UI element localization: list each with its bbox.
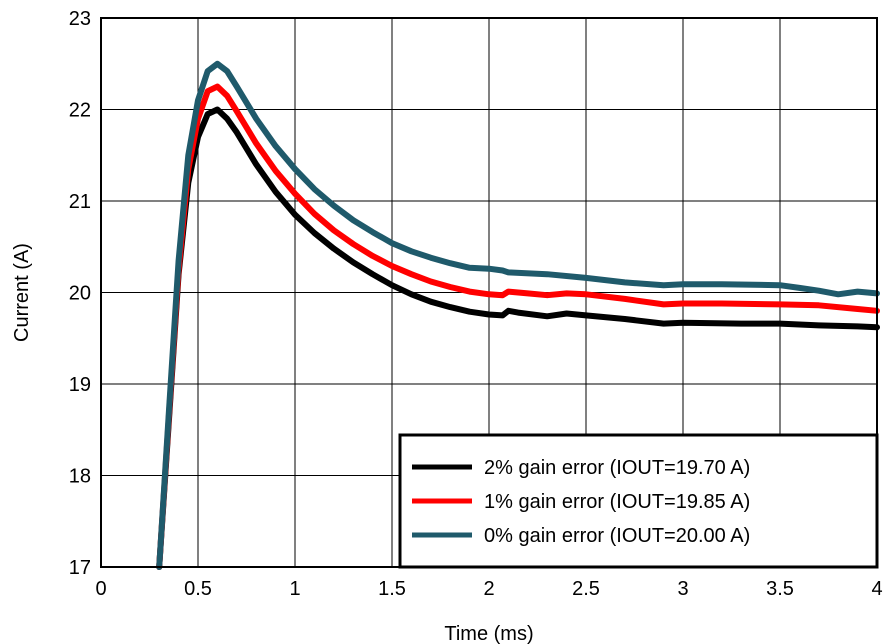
y-axis-ticks: 17 18 19 20 21 22 23: [69, 8, 91, 579]
data-series: [156, 60, 880, 570]
series-line-1: [156, 106, 880, 570]
x-tick-label: 2.5: [572, 578, 600, 600]
x-tick-label: 4: [871, 578, 882, 600]
x-tick-label: 2: [483, 578, 494, 600]
y-tick-label: 18: [69, 466, 91, 488]
series-line-2: [156, 83, 880, 570]
x-tick-label: 0.5: [184, 578, 212, 600]
y-tick-label: 17: [69, 557, 91, 579]
y-tick-label: 20: [69, 283, 91, 305]
legend: 2% gain error (IOUT=19.70 A) 1% gain erro…: [398, 433, 879, 569]
x-tick-label: 3: [677, 578, 688, 600]
x-tick-label: 0: [95, 578, 106, 600]
x-axis-ticks: 0 0.5 1 1.5 2 2.5 3 3.5 4: [95, 578, 882, 600]
x-tick-label: 1: [289, 578, 300, 600]
legend-label: 2% gain error (IOUT=19.70 A): [484, 457, 750, 479]
legend-label: 1% gain error (IOUT=19.85 A): [484, 491, 750, 513]
x-tick-label: 1.5: [378, 578, 406, 600]
legend-box: [398, 433, 879, 569]
legend-label: 0% gain error (IOUT=20.00 A): [484, 525, 750, 547]
y-axis-title: Current (A): [11, 243, 33, 342]
y-tick-label: 19: [69, 374, 91, 396]
y-tick-label: 22: [69, 100, 91, 122]
y-tick-label: 23: [69, 8, 91, 30]
x-axis-title: Time (ms): [444, 623, 533, 644]
series-line-3: [156, 60, 880, 570]
x-tick-label: 3.5: [766, 578, 794, 600]
y-tick-label: 21: [69, 191, 91, 213]
